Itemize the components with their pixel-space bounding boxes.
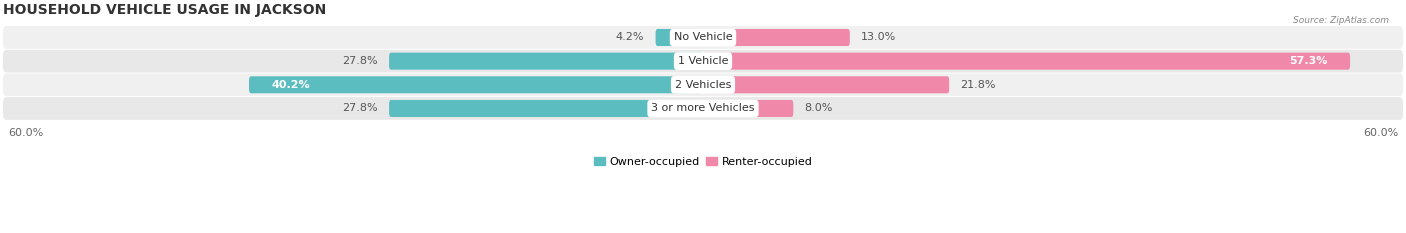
Text: HOUSEHOLD VEHICLE USAGE IN JACKSON: HOUSEHOLD VEHICLE USAGE IN JACKSON <box>3 3 326 17</box>
FancyBboxPatch shape <box>3 50 1403 72</box>
FancyBboxPatch shape <box>3 73 1403 96</box>
Text: 3 or more Vehicles: 3 or more Vehicles <box>651 103 755 113</box>
Text: 13.0%: 13.0% <box>860 32 897 42</box>
FancyBboxPatch shape <box>249 76 703 93</box>
Text: No Vehicle: No Vehicle <box>673 32 733 42</box>
Text: 57.3%: 57.3% <box>1289 56 1327 66</box>
Text: 2 Vehicles: 2 Vehicles <box>675 80 731 90</box>
Text: 21.8%: 21.8% <box>960 80 995 90</box>
Legend: Owner-occupied, Renter-occupied: Owner-occupied, Renter-occupied <box>589 152 817 171</box>
Text: 27.8%: 27.8% <box>342 56 378 66</box>
Text: Source: ZipAtlas.com: Source: ZipAtlas.com <box>1294 16 1389 25</box>
FancyBboxPatch shape <box>389 100 703 117</box>
Text: 1 Vehicle: 1 Vehicle <box>678 56 728 66</box>
FancyBboxPatch shape <box>655 29 703 46</box>
FancyBboxPatch shape <box>3 26 1403 49</box>
FancyBboxPatch shape <box>703 76 949 93</box>
Text: 8.0%: 8.0% <box>804 103 832 113</box>
FancyBboxPatch shape <box>703 53 1350 70</box>
FancyBboxPatch shape <box>389 53 703 70</box>
Text: 4.2%: 4.2% <box>616 32 644 42</box>
Text: 40.2%: 40.2% <box>271 80 311 90</box>
FancyBboxPatch shape <box>703 100 793 117</box>
Text: 27.8%: 27.8% <box>342 103 378 113</box>
FancyBboxPatch shape <box>3 97 1403 120</box>
FancyBboxPatch shape <box>703 29 849 46</box>
